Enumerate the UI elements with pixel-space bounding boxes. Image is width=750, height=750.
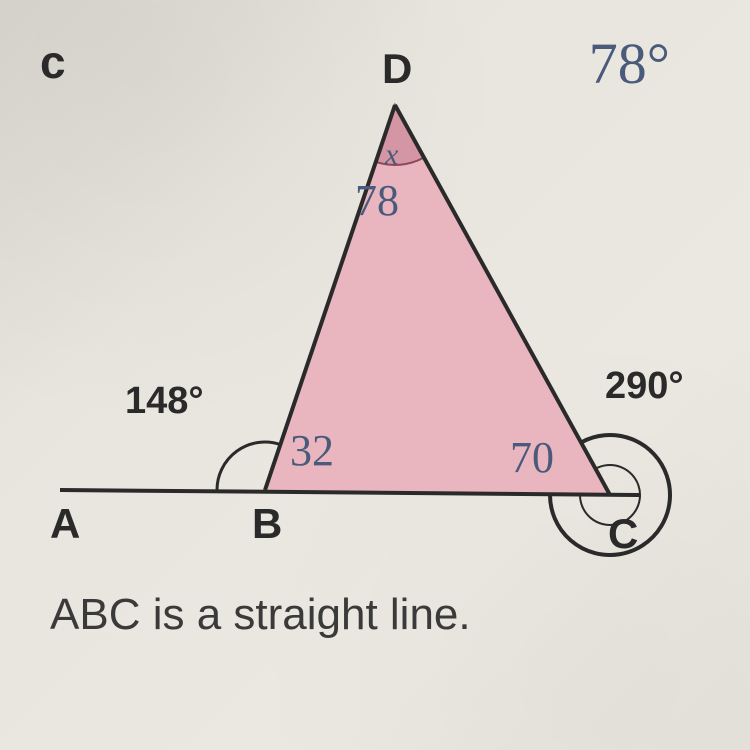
problem-label: c <box>40 35 66 89</box>
angle-148: 148° <box>125 380 204 423</box>
vertex-c: C <box>608 510 638 558</box>
answer-handwritten: 78° <box>589 30 670 97</box>
caption-text: ABC is a straight line. <box>50 590 471 640</box>
angle-32-inside: 32 <box>290 425 334 476</box>
apex-variable: x <box>385 138 398 172</box>
angle-70-inside: 70 <box>510 432 554 483</box>
angle-78-inside: 78 <box>355 175 399 226</box>
angle-290: 290° <box>605 365 684 408</box>
vertex-d: D <box>382 45 412 93</box>
vertex-a: A <box>50 500 80 548</box>
vertex-b: B <box>252 500 282 548</box>
